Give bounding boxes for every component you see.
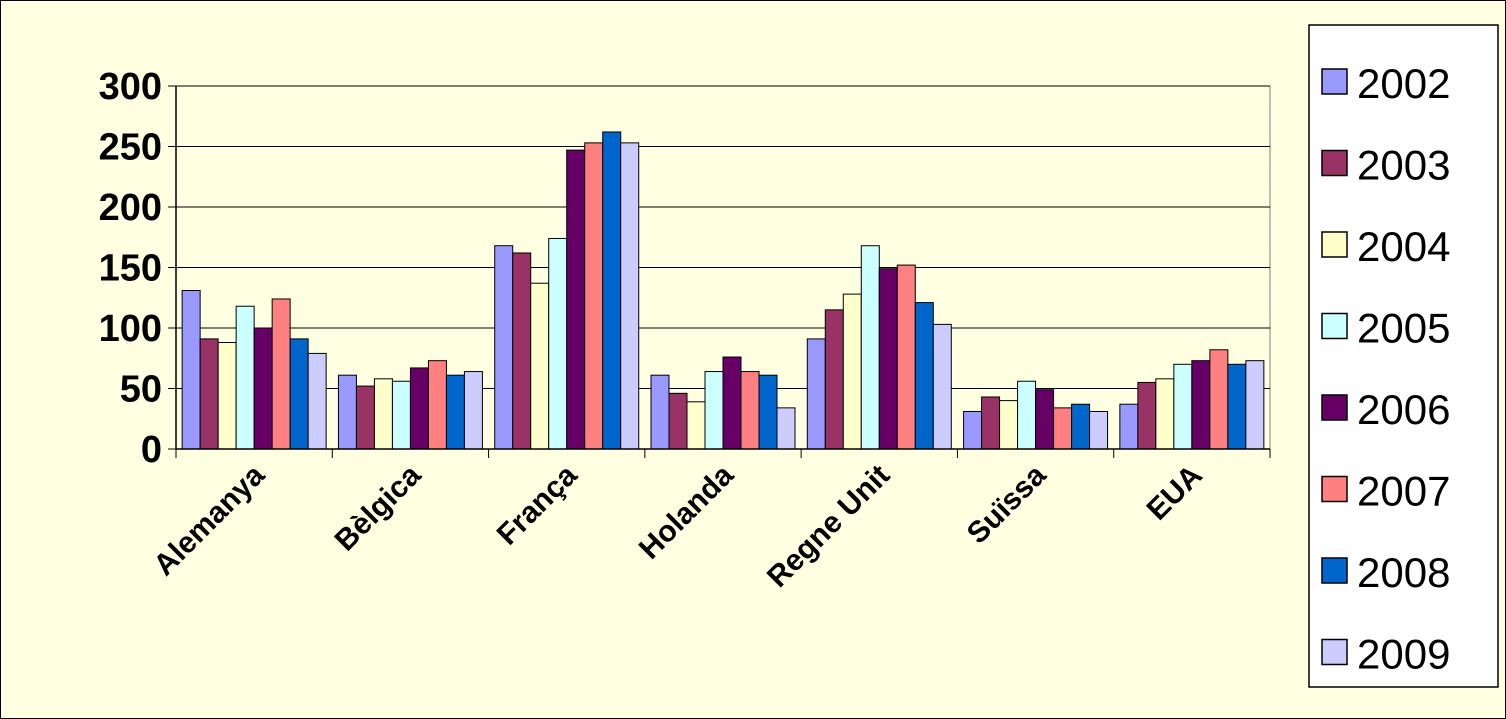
x-tick-label: Alemanya	[148, 458, 272, 582]
legend-swatch	[1321, 231, 1348, 258]
legend-swatch	[1321, 149, 1348, 177]
bar-2005-4	[860, 245, 880, 450]
bar-2002-6	[1119, 403, 1139, 450]
bar-2004-0	[217, 342, 237, 450]
bar-2002-3	[650, 374, 670, 450]
bar-2008-5	[1071, 403, 1091, 450]
bar-2007-5	[1053, 407, 1073, 450]
legend-swatch	[1321, 68, 1348, 95]
bar-2002-4	[806, 338, 826, 450]
bar-2008-2	[602, 131, 622, 450]
legend-label: 2009	[1357, 631, 1450, 678]
bar-2004-4	[842, 293, 862, 450]
bar-2008-4	[914, 302, 934, 450]
x-tick-label: Regne Unit	[761, 459, 896, 594]
bar-2003-2	[512, 252, 532, 450]
bar-2007-1	[427, 360, 447, 450]
bar-2005-0	[235, 305, 255, 450]
bar-2004-5	[999, 400, 1019, 450]
legend-label: 2008	[1357, 549, 1450, 596]
legend: 2002 2003 2004 2005 2006 2007 2008 2009	[1308, 24, 1499, 688]
y-tick-label: 300	[99, 66, 162, 108]
legend-swatch	[1321, 638, 1348, 666]
bar-2009-0	[307, 352, 327, 450]
legend-label: 2003	[1357, 142, 1450, 189]
bar-2009-5	[1089, 410, 1109, 450]
bar-2004-6	[1155, 378, 1175, 450]
bar-2002-0	[181, 289, 201, 450]
bar-2007-6	[1209, 349, 1229, 450]
legend-swatch	[1321, 394, 1348, 421]
bar-2006-5	[1035, 389, 1055, 450]
bar-2005-6	[1173, 363, 1193, 450]
y-tick-labels: 0 50 100 150 200 250 300	[99, 66, 162, 471]
bar-2007-0	[271, 298, 291, 450]
bar-2008-0	[289, 338, 309, 450]
bar-2004-1	[373, 378, 393, 450]
x-tick-label: EUA	[1141, 459, 1209, 527]
x-tick-label: Suïssa	[961, 458, 1053, 550]
y-tick-label: 50	[120, 369, 162, 411]
bar-2003-3	[668, 392, 688, 450]
bar-2006-4	[878, 268, 898, 450]
legend-label: 2004	[1357, 223, 1450, 270]
bar-2005-5	[1017, 380, 1037, 450]
bar-2006-3	[722, 356, 742, 450]
bar-2008-3	[758, 374, 778, 450]
x-tick-label: Bèlgica	[329, 458, 428, 557]
bar-2009-3	[776, 407, 796, 450]
bar-2003-6	[1137, 381, 1157, 450]
bars	[181, 131, 1265, 450]
bar-2007-2	[584, 142, 604, 450]
bar-2009-2	[620, 142, 640, 450]
bar-2002-5	[963, 410, 983, 450]
bar-2009-4	[932, 323, 952, 450]
legend-label: 2002	[1357, 60, 1450, 107]
legend-label: 2005	[1357, 305, 1450, 352]
bar-2004-3	[686, 401, 706, 450]
bar-2007-3	[740, 371, 760, 450]
bar-2003-4	[824, 309, 844, 450]
bar-2003-1	[355, 385, 375, 450]
bar-2008-6	[1227, 363, 1247, 450]
x-tick-label: Holanda	[633, 458, 740, 565]
bar-2003-5	[981, 396, 1001, 450]
legend-swatch	[1321, 557, 1348, 584]
x-tick-labels: Alemanya Bèlgica França Holanda Regne Unit Su…	[148, 458, 1209, 594]
bar-2005-2	[548, 237, 568, 450]
bar-2005-1	[391, 380, 411, 450]
bar-2006-6	[1191, 360, 1211, 450]
legend-swatch	[1321, 312, 1348, 340]
y-tick-label: 250	[99, 127, 162, 169]
x-tick-label: França	[491, 458, 584, 551]
bar-2007-4	[896, 264, 916, 450]
bar-2006-0	[253, 327, 273, 450]
y-tick-label: 0	[141, 429, 162, 471]
y-tick-label: 200	[99, 187, 162, 229]
bar-2006-2	[566, 149, 586, 450]
bar-2009-1	[463, 371, 483, 450]
bar-2004-2	[530, 282, 550, 450]
bar-2008-1	[445, 374, 465, 450]
axes	[168, 85, 1271, 458]
bar-2009-6	[1245, 360, 1265, 450]
bar-2003-0	[199, 338, 219, 450]
bar-2006-1	[409, 367, 429, 450]
bar-2005-3	[704, 371, 724, 450]
y-tick-label: 150	[99, 248, 162, 290]
bar-2002-1	[337, 374, 357, 450]
legend-swatch	[1321, 475, 1348, 503]
bar-2002-2	[494, 245, 514, 450]
legend-label: 2007	[1357, 468, 1450, 515]
legend-label: 2006	[1357, 386, 1450, 433]
y-tick-label: 100	[99, 308, 162, 350]
